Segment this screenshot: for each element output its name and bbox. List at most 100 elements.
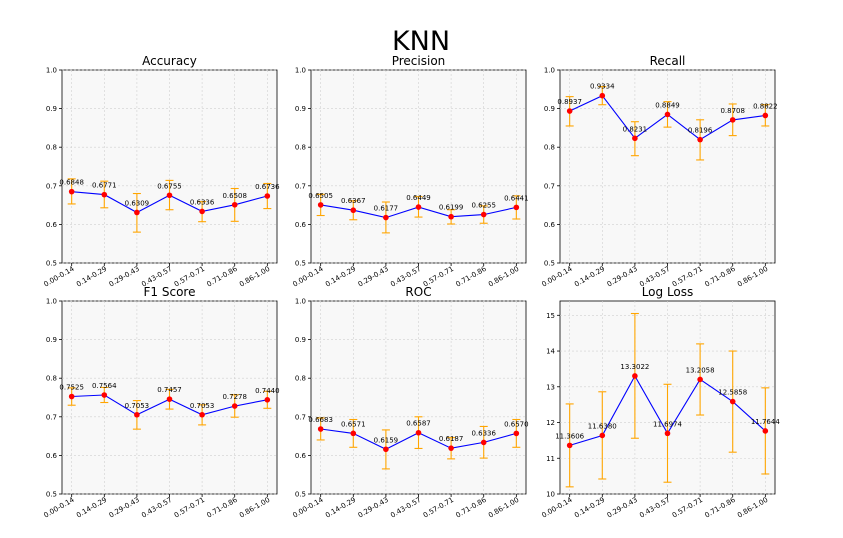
data-label: 0.8937 [557, 98, 582, 106]
y-tick-label: 0.7 [46, 182, 57, 190]
data-label: 0.9334 [590, 83, 615, 91]
x-tick-label: 0.71-0.86 [455, 265, 489, 289]
y-tick-label: 0.6 [46, 452, 58, 460]
x-tick-label: 0.00-0.14 [291, 265, 325, 289]
data-point [513, 204, 520, 211]
data-point [664, 111, 671, 118]
x-tick-label: 0.14-0.29 [75, 265, 108, 289]
figure-title: KNN [392, 26, 450, 57]
data-point [697, 136, 703, 143]
data-label: 0.6177 [374, 205, 399, 213]
x-tick-label: 0.29-0.43 [108, 496, 141, 520]
data-point [231, 201, 238, 208]
x-tick-label: 0.57-0.71 [422, 496, 455, 520]
x-tick-label: 0.00-0.14 [42, 265, 76, 289]
data-point [697, 376, 703, 383]
x-tick-label: 0.14-0.29 [75, 496, 108, 520]
data-point [134, 411, 140, 418]
x-tick-label: 0.86-1.00 [238, 496, 271, 520]
data-label: 0.6848 [59, 179, 84, 187]
y-tick-label: 0.7 [295, 413, 306, 421]
data-point [166, 396, 173, 402]
x-tick-label: 0.43-0.57 [140, 496, 173, 520]
data-point [199, 411, 205, 418]
y-tick-label: 0.9 [46, 105, 57, 113]
subplot-title: Recall [650, 54, 686, 68]
data-label: 0.6367 [341, 197, 366, 205]
x-tick-label: 0.57-0.71 [671, 496, 704, 520]
y-tick-label: 1.0 [46, 298, 57, 306]
data-label: 12.5858 [718, 389, 747, 397]
data-point [566, 108, 573, 114]
x-tick-label: 0.14-0.29 [324, 496, 357, 520]
x-tick-label: 0.14-0.29 [324, 265, 357, 289]
data-label: 0.6449 [406, 194, 431, 202]
data-label: 0.7053 [190, 402, 215, 410]
data-label: 0.6683 [308, 416, 333, 424]
subplot-title: F1 Score [144, 285, 196, 299]
data-point [264, 397, 271, 403]
x-tick-label: 0.86-1.00 [487, 496, 520, 520]
y-tick-label: 0.8 [295, 144, 306, 152]
data-label: 0.7564 [92, 382, 117, 390]
y-tick-label: 15 [546, 312, 555, 320]
y-tick-label: 0.8 [46, 144, 57, 152]
x-tick-label: 0.43-0.57 [389, 496, 422, 520]
data-label: 0.6508 [222, 192, 247, 200]
data-label: 0.7278 [222, 393, 247, 401]
data-point [383, 446, 389, 453]
subplot-3: Recall 0.5 0.6 0.7 0.8 0.9 1.0 0.00-0.14 0.14-0.… [540, 54, 777, 289]
y-tick-label: 11 [546, 455, 555, 463]
data-label: 0.6505 [308, 192, 333, 200]
data-point [231, 403, 238, 409]
y-tick-label: 1.0 [46, 67, 57, 75]
data-point [350, 207, 357, 214]
data-point [264, 193, 271, 199]
data-label: 0.8196 [688, 127, 713, 135]
data-point [729, 398, 736, 405]
x-tick-label: 0.29-0.43 [108, 265, 141, 289]
y-tick-label: 1.0 [544, 67, 555, 75]
y-tick-label: 0.6 [46, 221, 58, 229]
data-point [599, 92, 606, 99]
data-label: 0.7440 [255, 387, 280, 395]
x-tick-label: 0.14-0.29 [573, 496, 606, 520]
data-point [632, 373, 638, 379]
data-label: 0.6199 [439, 204, 464, 212]
data-point [664, 430, 671, 437]
y-tick-label: 0.9 [295, 105, 306, 113]
data-point [513, 430, 520, 437]
data-point [762, 112, 769, 119]
data-point [383, 214, 389, 221]
x-tick-label: 0.29-0.43 [606, 496, 639, 520]
data-point [317, 202, 324, 208]
x-tick-label: 0.71-0.86 [206, 265, 240, 289]
data-point [448, 445, 454, 451]
subplot-title: Log Loss [642, 285, 694, 299]
y-tick-label: 0.6 [544, 221, 556, 229]
y-tick-label: 1.0 [295, 67, 306, 75]
data-label: 0.6336 [190, 198, 215, 206]
data-label: 0.6441 [504, 194, 529, 202]
data-label: 0.6255 [471, 202, 496, 210]
data-label: 0.6571 [341, 420, 366, 428]
x-tick-label: 0.86-1.00 [238, 265, 271, 289]
data-label: 0.8231 [623, 125, 648, 133]
data-label: 13.3022 [620, 363, 649, 371]
subplot-2: Precision 0.5 0.6 0.7 0.8 0.9 1.0 0.00-0.14 0.14… [291, 54, 528, 289]
data-point [415, 429, 422, 436]
y-tick-label: 10 [546, 491, 555, 499]
subplot-4: F1 Score 0.5 0.6 0.7 0.8 0.9 1.0 0.00-0.14 0.14-… [42, 285, 279, 520]
data-label: 0.6187 [439, 435, 464, 443]
data-point [632, 135, 638, 142]
data-label: 0.7457 [157, 386, 182, 394]
data-label: 0.6570 [504, 420, 529, 428]
data-point [68, 188, 75, 195]
x-tick-label: 0.29-0.43 [357, 265, 390, 289]
data-label: 11.6974 [653, 420, 682, 428]
x-tick-label: 0.71-0.86 [704, 496, 738, 520]
data-label: 0.6336 [471, 429, 496, 437]
x-tick-label: 0.00-0.14 [540, 496, 574, 520]
